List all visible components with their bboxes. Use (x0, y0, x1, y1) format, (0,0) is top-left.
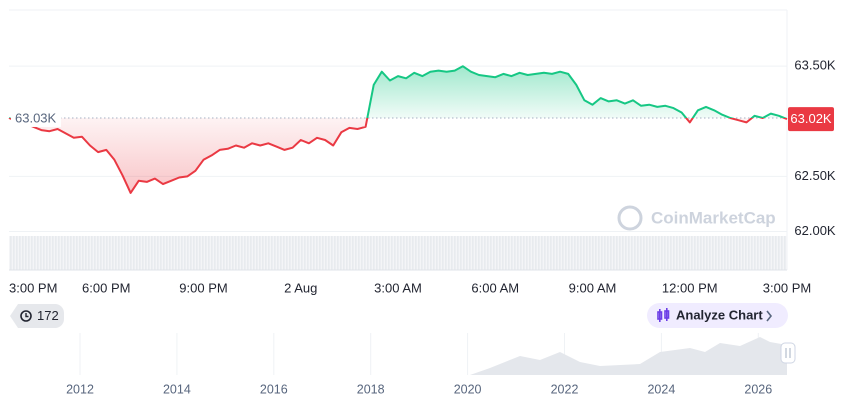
navigator-label: 2018 (357, 382, 385, 396)
analyze-chart-button[interactable]: Analyze Chart (647, 303, 788, 328)
plot: 62.00K 62.50K 63.50K 3:00 PM 6:00 PM 9:00 PM 2… (8, 58, 836, 295)
button-bg (647, 303, 788, 328)
button-label: Analyze Chart (676, 307, 763, 322)
watermark: CoinMarketCap (617, 205, 776, 231)
badge-text: 172 (37, 308, 59, 323)
baseline-label: 63.03K (15, 110, 57, 125)
navigator-label: 2026 (744, 382, 772, 396)
x-tick-label: 6:00 PM (82, 280, 130, 295)
watermark-text: CoinMarketCap (651, 208, 776, 227)
x-tick-label: 12:00 PM (662, 280, 718, 295)
navigator-area (9, 337, 787, 375)
x-tick-label: 9:00 PM (179, 280, 227, 295)
navigator-label: 2016 (260, 382, 288, 396)
button-icon (657, 308, 670, 322)
navigator-label: 2024 (647, 382, 675, 396)
y-tick-label: 63.50K (794, 58, 836, 73)
y-tick-label: 62.50K (794, 168, 836, 183)
price-area (9, 66, 787, 193)
x-tick-label: 2 Aug (284, 280, 317, 295)
navigator-label: 2022 (551, 382, 579, 396)
navigator-handle[interactable] (780, 342, 796, 364)
x-tick-label: 9:00 AM (569, 280, 617, 295)
navigator-label: 2014 (163, 382, 191, 396)
x-tick-label: 3:00 PM (763, 280, 811, 295)
button-chevron (766, 310, 773, 322)
x-tick-label: 6:00 AM (471, 280, 519, 295)
price-line (8, 65, 788, 194)
x-tick-label: 3:00 AM (374, 280, 422, 295)
last-price-label: 63.02K (790, 111, 832, 126)
navigator-label: 2012 (66, 382, 94, 396)
y-tick-label: 62.00K (794, 223, 836, 238)
badge-bg (10, 304, 64, 328)
last-price-badge (788, 107, 834, 132)
navigator-label: 2020 (454, 382, 482, 396)
watermark-logo (617, 205, 643, 231)
volume-band (9, 236, 787, 270)
navigator-axis: 2012 2014 2016 2018 2020 2022 2024 2026 (66, 333, 772, 396)
badge-icon (20, 310, 32, 322)
badge-icon-hand (25, 313, 29, 318)
baseline-label-bg (11, 108, 61, 127)
x-tick-label: 3:00 PM (9, 280, 57, 295)
badge[interactable]: 172 (10, 304, 64, 328)
